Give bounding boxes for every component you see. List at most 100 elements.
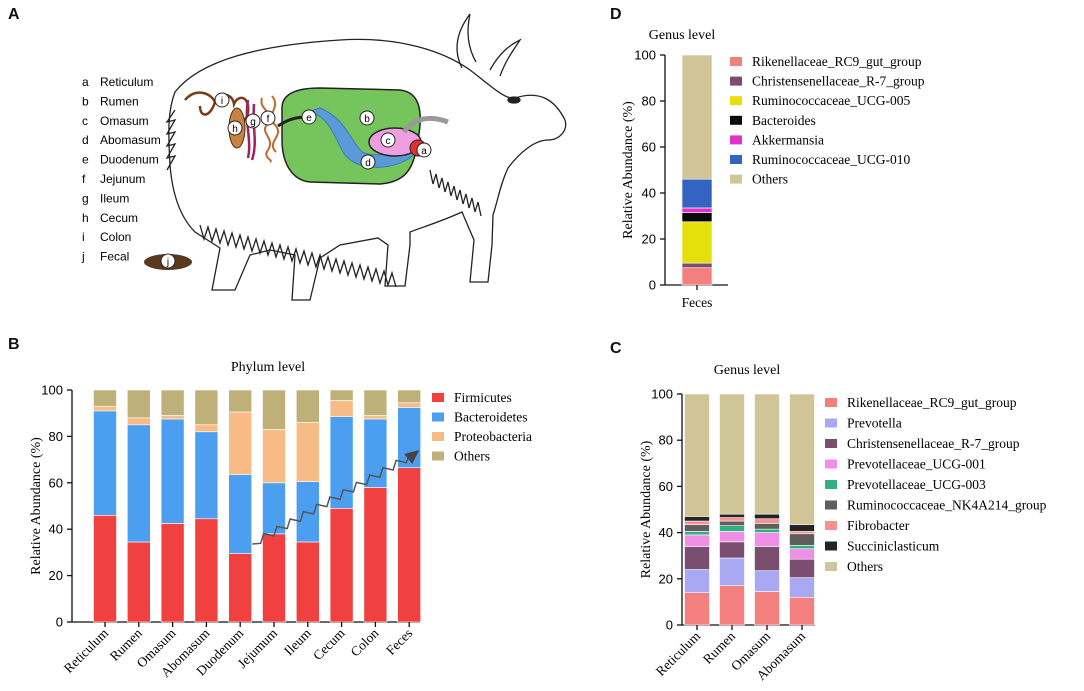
- chart-d-legend-swatch-others: [730, 174, 742, 184]
- svg-text:a: a: [421, 146, 427, 157]
- ileum-coil: [245, 99, 256, 161]
- chart-d-legend-swatch-bacteroides: [730, 115, 742, 125]
- chart-d-y-label: Relative Abundance (%): [621, 101, 636, 239]
- genus-level-feces-chart: Genus level 0 20 40 60 80 100 Relative Abundanc…: [621, 28, 925, 310]
- anatomy-legend-key: j: [81, 250, 85, 264]
- chart-c-legend-swatch-others: [825, 562, 837, 571]
- chart-d-legend-swatch-rikenellaceae-rc9-gut-group: [730, 57, 742, 66]
- chart-d-x-tick-label: Feces: [682, 295, 713, 310]
- organ-markers: a b c d e f g h i j: [160, 92, 432, 269]
- anatomy-legend-key: c: [82, 114, 88, 128]
- anatomy-legend-key: f: [82, 172, 86, 186]
- anatomy-legend-label: Cecum: [100, 211, 138, 225]
- chart-c-bar-rumen-prevotellaceae-ucg-003: [719, 525, 745, 532]
- chart-c-legend-label-fibrobacter: Fibrobacter: [847, 518, 910, 533]
- chart-c-legend-label-prevotellaceae-ucg-001: Prevotellaceae_UCG-001: [847, 457, 986, 472]
- esophagus: [401, 115, 449, 134]
- chart-b-trend-arrowhead: [404, 450, 420, 464]
- chart-d-bar-feces-christensenellaceae-r-7-group: [681, 262, 713, 269]
- chart-c-bar-omasum-prevotella: [754, 570, 780, 592]
- chart-b-bar-ileum-proteobacteria: [295, 422, 320, 482]
- chart-d-legend-label-bacteroides: Bacteroides: [752, 113, 816, 128]
- chart-b-bar-ileum-firmicutes: [295, 541, 320, 623]
- genus-level-stomach-chart: Genus level 0 20 40 60 80 100 Relative Abundanc…: [639, 363, 1047, 683]
- anatomy-legend-key: e: [82, 153, 89, 167]
- chart-d-bar-feces-others: [681, 54, 713, 180]
- chart-c-bar-reticulum-prevotellaceae-ucg-003: [684, 531, 710, 536]
- anatomy-legend-label: Ileum: [100, 191, 129, 205]
- chart-b-legend-swatch-proteobacteria: [432, 432, 444, 441]
- anatomy-legend-label: Abomasum: [100, 133, 161, 147]
- chart-c-y-label: Relative Abundance (%): [639, 440, 654, 578]
- chart-b-bar-feces-others: [397, 389, 422, 404]
- svg-text:c: c: [386, 136, 391, 147]
- chart-c-legend-swatch-fibrobacter: [825, 521, 837, 530]
- chart-c-legend-swatch-prevotellaceae-ucg-001: [825, 459, 837, 469]
- chart-c-legend-swatch-prevotellaceae-ucg-003: [825, 480, 837, 489]
- chart-b-legend-label-proteobacteria: Proteobacteria: [454, 429, 532, 444]
- chart-b-bar-rumen-others: [127, 389, 151, 419]
- panel-label-c: C: [610, 340, 622, 357]
- chart-c-bar-abomasum-prevotellaceae-ucg-001: [789, 548, 815, 560]
- chart-b-bar-omasum-proteobacteria: [160, 415, 185, 420]
- svg-text:h: h: [232, 124, 238, 135]
- anatomy-legend-label: Reticulum: [100, 75, 153, 89]
- chart-c-bar-abomasum-succiniclasticum: [789, 524, 815, 532]
- chart-b-bar-jejumum-proteobacteria: [262, 429, 286, 484]
- chart-d-y-tick-label: 40: [642, 186, 656, 201]
- chart-c-bar-rumen-prevotellaceae-ucg-001: [719, 531, 745, 543]
- chart-c-bar-rumen-christensenellaceae-r-7-group: [719, 541, 745, 559]
- svg-text:e: e: [306, 113, 312, 124]
- chart-b-bar-cecum-proteobacteria: [329, 400, 354, 417]
- chart-b-title: Phylum level: [231, 360, 305, 375]
- chart-d-bar-feces-ruminococcaceae-ucg-005: [681, 221, 713, 264]
- chart-c-bar-omasum-prevotellaceae-ucg-003: [754, 528, 780, 533]
- chart-c-y-tick-label: 40: [659, 525, 673, 540]
- chart-c-bar-rumen-rikenellaceae-rc9-gut-group: [719, 585, 745, 626]
- chart-d-legend-label-akkermansia: Akkermansia: [752, 132, 824, 147]
- chart-b-bar-jejumum-bacteroidetes: [262, 482, 286, 535]
- chart-d-legend-swatch-christensenellaceae-r-7-group: [730, 76, 742, 86]
- chart-b-bar-rumen-proteobacteria: [127, 417, 151, 426]
- chart-b-bar-duodenum-firmicutes: [228, 553, 252, 623]
- chart-c-bar-reticulum-prevotellaceae-ucg-001: [684, 534, 710, 547]
- chart-b-bar-feces-proteobacteria: [397, 402, 422, 408]
- chart-c-legend-swatch-christensenellaceae-r-7-group: [825, 439, 837, 448]
- chart-b-bar-jejumum-others: [262, 389, 286, 430]
- chart-b-bar-colon-proteobacteria: [363, 415, 388, 420]
- chart-d-legend-label-rikenellaceae-rc9-gut-group: Rikenellaceae_RC9_gut_group: [752, 54, 922, 69]
- anatomy-legend-key: b: [82, 94, 89, 108]
- chart-d-legend-swatch-ruminococcaceae-ucg-005: [730, 96, 742, 106]
- chart-b-bar-duodenum-bacteroidetes: [228, 474, 252, 554]
- panel-label-b: B: [8, 336, 20, 353]
- chart-b-bar-duodenum-others: [228, 389, 252, 413]
- chart-b-bar-ileum-bacteroidetes: [295, 481, 320, 543]
- chart-d-bar-feces-akkermansia: [681, 207, 713, 213]
- chart-b-legend-label-firmicutes: Firmicutes: [454, 390, 512, 405]
- yak-body-outline: [165, 13, 567, 301]
- chart-d-legend-swatch-akkermansia: [730, 135, 742, 145]
- anatomy-legend-label: Jejunum: [100, 172, 145, 186]
- chart-b-legend-swatch-firmicutes: [432, 393, 444, 402]
- chart-b-y-tick-label: 0: [56, 615, 63, 630]
- chart-b-bar-reticulum-bacteroidetes: [93, 410, 117, 516]
- chart-c-bar-omasum-others: [754, 393, 780, 515]
- anatomy-legend-label: Omasum: [100, 114, 149, 128]
- chart-c-legend-label-prevotella: Prevotella: [847, 416, 902, 431]
- chart-c-bar-rumen-fibrobacter: [719, 517, 745, 522]
- chart-c-legend-swatch-prevotella: [825, 418, 837, 428]
- chart-b-x-tick-label: Colon: [348, 625, 382, 659]
- chart-c-y-tick-label: 60: [659, 479, 673, 494]
- svg-text:j: j: [166, 257, 169, 268]
- chart-b-bar-colon-firmicutes: [363, 487, 388, 623]
- anatomy-legend-label: Fecal: [100, 250, 129, 264]
- chart-c-legend-label-christensenellaceae-r-7-group: Christensenellaceae_R-7_group: [847, 436, 1020, 451]
- phylum-level-chart: Phylum level 0 20 40 60 80 100 Relative Abundan…: [29, 360, 532, 680]
- chart-b-x-tick-label: Ileum: [281, 625, 314, 658]
- anatomy-legend-key: i: [82, 230, 85, 244]
- chart-b-x-tick-label: Cecum: [310, 625, 348, 663]
- chart-c-bar-omasum-prevotellaceae-ucg-001: [754, 532, 780, 547]
- svg-text:d: d: [365, 158, 371, 169]
- anatomy-legend-label: Colon: [100, 230, 131, 244]
